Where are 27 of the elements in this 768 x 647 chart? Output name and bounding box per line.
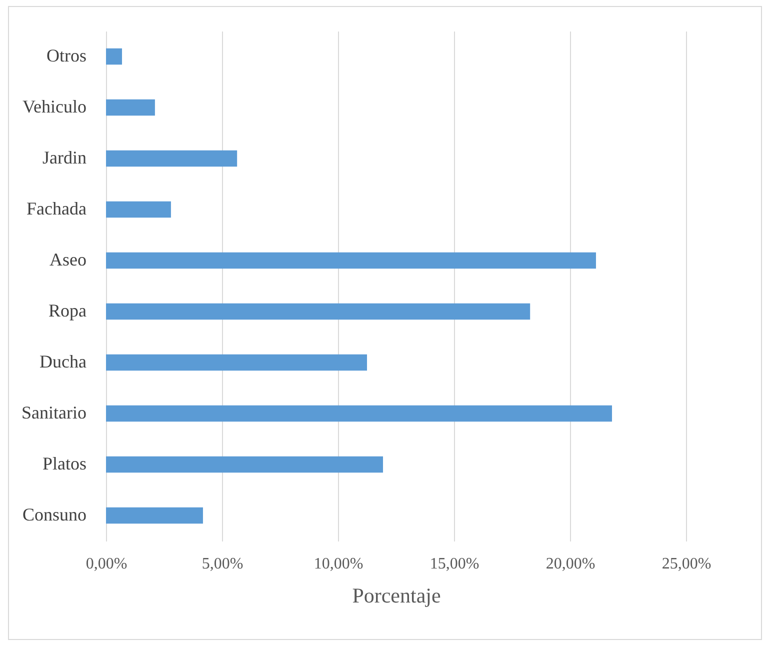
x-tick-label: 15,00% bbox=[430, 556, 480, 572]
y-tick-label: Aseo bbox=[50, 250, 86, 270]
y-tick-label: Consuno bbox=[22, 504, 86, 524]
y-tick-label: Sanitario bbox=[22, 402, 86, 422]
x-tick-label: 10,00% bbox=[314, 556, 364, 572]
x-tick-label: 5,00% bbox=[202, 556, 244, 572]
x-tick-label: 25,00% bbox=[662, 556, 712, 572]
y-tick-label: Jardin bbox=[42, 148, 86, 168]
y-tick-label: Otros bbox=[46, 46, 86, 66]
bar bbox=[106, 405, 612, 422]
bar bbox=[106, 354, 367, 371]
x-axis-title: Porcentaje bbox=[352, 584, 441, 608]
y-tick-label: Ropa bbox=[48, 300, 87, 320]
bar bbox=[106, 507, 203, 524]
x-tick-label: 20,00% bbox=[546, 556, 596, 572]
bar bbox=[106, 201, 171, 218]
y-tick-label: Fachada bbox=[26, 198, 87, 218]
bar bbox=[106, 303, 530, 320]
bar bbox=[106, 456, 384, 473]
bar bbox=[106, 48, 122, 65]
bar bbox=[106, 252, 596, 269]
x-tick-label: 0,00% bbox=[86, 556, 128, 572]
y-tick-label: Vehiculo bbox=[22, 96, 86, 116]
bar bbox=[106, 150, 238, 167]
y-tick-label: Ducha bbox=[40, 352, 87, 372]
y-tick-label: Platos bbox=[42, 454, 86, 474]
bar bbox=[106, 99, 155, 116]
